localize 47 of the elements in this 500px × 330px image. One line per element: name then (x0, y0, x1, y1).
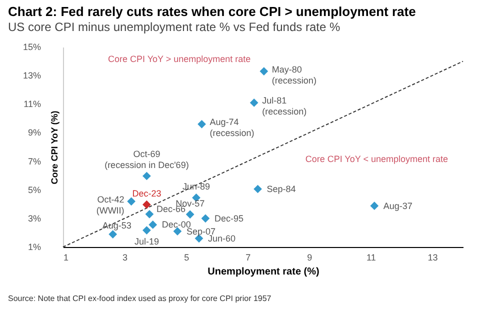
annotation: Core CPI YoY > unemployment rate (108, 54, 251, 64)
y-tick-label: 1% (28, 242, 41, 252)
annotation: Jul-81 (recession) (262, 96, 307, 117)
annotation: May-80 (recession) (272, 64, 316, 86)
y-tick-label: 9% (28, 128, 41, 138)
point (260, 67, 268, 76)
annotation: Jul-19 (134, 236, 159, 246)
y-tick-label: 7% (28, 156, 41, 166)
point (198, 120, 206, 128)
x-axis-title: Unemployment rate (%) (208, 266, 320, 278)
annotation: Core CPI YoY < unemployment rate (305, 154, 448, 164)
point (254, 184, 262, 194)
x-tick-label: 1 (64, 252, 69, 262)
x-tick-label: 7 (246, 252, 251, 262)
y-tick-label: 15% (22, 42, 41, 52)
y-axis-title: Core CPI YoY (%) (50, 110, 60, 184)
point (145, 210, 154, 218)
y-tick-label: 5% (28, 184, 41, 195)
chart-subtitle: US core CPI minus unemployment rate % vs Fed funds rate % (8, 20, 340, 34)
point (250, 98, 258, 107)
point (142, 172, 151, 180)
x-tick-label: 3 (122, 252, 128, 262)
x-tick-label: 13 (428, 252, 438, 262)
annotation: Nov-57 (176, 198, 205, 208)
y-tick-label: 13% (22, 70, 41, 81)
x-tick-label: 9 (307, 252, 312, 262)
point (186, 210, 194, 219)
point (142, 200, 151, 209)
point (108, 230, 118, 238)
y-tick-label: 11% (24, 99, 41, 110)
point (148, 220, 158, 229)
x-tick-label: 11 (366, 252, 376, 262)
point (370, 202, 379, 210)
annotation: Dec-23 (132, 188, 162, 199)
annotation: Sep-84 (266, 184, 296, 194)
annotation: Dec-95 (214, 213, 244, 224)
annotation: Oct-42 (WWII) (96, 194, 124, 216)
point (201, 214, 210, 223)
annotation: Oct-69 (recession in Dec'69) (104, 149, 189, 170)
annotation: Aug-74 (recession) (210, 117, 254, 138)
point (142, 226, 151, 234)
y-tick-label: 3% (28, 213, 41, 224)
chart-title: Chart 2: Fed rarely cuts rates when core CPI > unemployment rate (8, 4, 416, 19)
point (127, 197, 136, 206)
x-tick-label: 5 (184, 252, 190, 262)
source-note: Source: Note that CPI ex-food index used as proxy for core CPI prior 1957 (8, 294, 272, 303)
annotation: Aug-37 (383, 200, 412, 211)
